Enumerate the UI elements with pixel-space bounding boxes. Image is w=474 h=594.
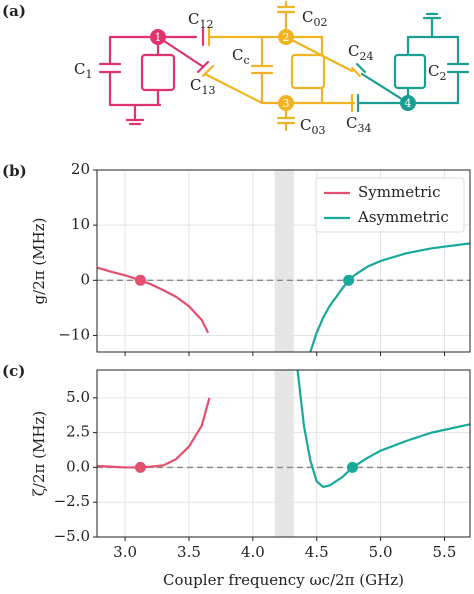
capacitor [201, 64, 215, 78]
y-tick-label: 0 [80, 270, 90, 288]
wire [203, 0, 356, 132]
capacitor [196, 60, 210, 74]
capacitor-label: C13 [190, 76, 215, 97]
shaded-region [274, 370, 294, 537]
capacitor [350, 66, 362, 113]
legend-label: Asymmetric [357, 208, 449, 226]
node-markers: 1 2 3 4 [150, 29, 416, 111]
panel-label: (c) [2, 362, 25, 380]
capacitor-label: C1 [74, 60, 92, 81]
legend-box [315, 177, 465, 233]
chart: (b) g/2π (MHz) −10 0 10 20 Symmetric Asymmetric [2, 160, 471, 356]
y-tick-label: 5.0 [66, 388, 90, 406]
plot-frame [96, 169, 471, 353]
capacitor-label: C12 [188, 10, 213, 31]
node-label: 3 [283, 97, 290, 110]
data-point [134, 461, 146, 473]
capacitor-label: C24 [348, 42, 373, 63]
x-tick-label: 3.0 [113, 543, 137, 561]
capacitor-label: C03 [300, 116, 325, 137]
data-point [134, 274, 146, 286]
legend-label: Symmetric [358, 183, 440, 201]
y-tick-label: 0.0 [66, 457, 90, 475]
x-tick-label: 3.5 [177, 543, 201, 561]
circuit-diagram: (a) 1 2 3 4 C1 C12 C02 Cc C24 C2 C13 C03… [2, 0, 470, 137]
node-label: 4 [405, 97, 412, 110]
data-line [97, 397, 211, 469]
y-axis-label: g/2π (MHz) [30, 218, 48, 305]
wire [98, 35, 204, 126]
data-point [346, 461, 358, 473]
x-tick-label: 4.0 [241, 543, 265, 561]
capacitor-label: Cc [232, 46, 250, 67]
x-axis-label: Coupler frequency ωc/2π (GHz) [163, 571, 404, 589]
node [400, 95, 416, 111]
data-line [296, 370, 470, 489]
node-label: 1 [155, 31, 162, 44]
junction [140, 53, 176, 92]
y-tick-label: 20 [71, 160, 90, 178]
capacitor-label: C34 [346, 114, 371, 135]
data-point [343, 274, 355, 286]
node [150, 29, 166, 45]
panel-label: (b) [2, 162, 27, 180]
x-tick-label: 4.5 [305, 543, 329, 561]
wire [356, 12, 470, 113]
y-tick-label: 10 [71, 215, 90, 233]
y-tick-label: −10 [58, 325, 90, 343]
x-tick-label: 5.5 [433, 543, 457, 561]
y-axis-label: ζ/2π (MHz) [30, 411, 48, 496]
y-tick-label: 2.5 [66, 423, 90, 441]
node [278, 29, 294, 45]
capacitor-label: C2 [428, 62, 446, 83]
capacitor [355, 62, 367, 74]
junction [290, 53, 326, 90]
node-label: 2 [283, 31, 290, 44]
y-tick-label: −5.0 [54, 527, 90, 545]
panel-label: (a) [2, 2, 26, 20]
chart: (c) ζ/2π (MHz) Coupler frequency ωc/2π (GH… [2, 362, 471, 589]
x-tick-label: 5.0 [369, 543, 393, 561]
capacitor-label: C02 [302, 8, 327, 29]
shaded-region [274, 170, 294, 352]
plot-frame [96, 369, 471, 538]
y-tick-label: −2.5 [54, 492, 90, 510]
node [278, 95, 294, 111]
data-line [97, 266, 210, 334]
junction [393, 53, 427, 90]
